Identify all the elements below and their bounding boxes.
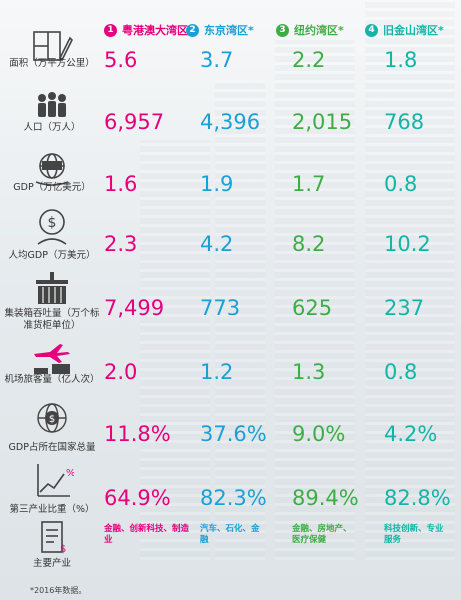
row-per-capita-gdp: $ 人均GDP（万美元） 2.3 4.2 8.2 10.2 <box>0 206 461 268</box>
row-label: 人口（万人） <box>23 122 81 133</box>
gdp-share-icon: $ <box>30 400 74 440</box>
region-1-number: 1 <box>104 23 117 37</box>
row-gdp-share: $ GDP占所在国家总量 11.8% 37.6% 9.0% 4.2% <box>0 398 461 458</box>
footnote: *2016年数据。 <box>30 586 87 595</box>
value-region-3: 1.7 <box>292 172 326 196</box>
industry-icon: $ <box>30 520 74 560</box>
row-label: 主要产业 <box>32 558 71 569</box>
value-region-4: 0.8 <box>384 360 418 384</box>
row-label: 人均GDP（万美元） <box>8 250 96 261</box>
value-region-2: 4,396 <box>200 110 261 134</box>
region-2-name: 东京湾区* <box>204 24 254 37</box>
value-region-1: 2.3 <box>104 232 138 256</box>
region-3-header: 3 纽约湾区* <box>276 22 344 38</box>
value-region-3: 89.4% <box>292 486 359 510</box>
svg-text:$: $ <box>49 414 55 425</box>
region-header: 1 粤港澳大湾区 2 东京湾区* 3 纽约湾区* 4 旧金山湾区* <box>0 22 461 40</box>
industry-region-4: 科技创新、专业服务 <box>384 524 444 545</box>
region-4-header: 4 旧金山湾区* <box>365 22 444 38</box>
row-label: GDP占所在国家总量 <box>8 442 96 453</box>
svg-text:%: % <box>66 468 74 479</box>
value-region-4: 82.8% <box>384 486 451 510</box>
row-label: 机场旅客量（亿人次） <box>4 374 100 385</box>
region-3-name: 纽约湾区* <box>294 24 344 37</box>
industry-region-3: 金融、房地产、医疗保健 <box>292 524 352 545</box>
value-region-3: 2.2 <box>292 48 326 72</box>
value-region-2: 1.2 <box>200 360 234 384</box>
region-1-name: 粤港澳大湾区 <box>122 24 188 37</box>
svg-text:$: $ <box>60 544 66 555</box>
industry-region-2: 汽车、石化、金融 <box>200 524 260 545</box>
value-region-2: 1.9 <box>200 172 234 196</box>
region-4-number: 4 <box>365 23 378 37</box>
gdp-icon <box>30 150 74 190</box>
value-region-4: 10.2 <box>384 232 431 256</box>
per-capita-gdp-icon: $ <box>30 208 74 248</box>
row-label: 第三产业比重（%） <box>9 504 95 515</box>
tertiary-icon: % <box>30 462 76 502</box>
population-icon <box>30 90 74 130</box>
row-label: 面积（万平方公里） <box>9 58 95 69</box>
svg-text:$: $ <box>48 215 57 231</box>
value-region-3: 1.3 <box>292 360 326 384</box>
region-4-name: 旧金山湾区* <box>383 24 444 37</box>
region-2-number: 2 <box>186 23 199 37</box>
value-region-3: 8.2 <box>292 232 326 256</box>
value-region-3: 2,015 <box>292 110 353 134</box>
area-icon <box>30 28 74 68</box>
region-2-header: 2 东京湾区* <box>186 22 254 38</box>
value-region-4: 1.8 <box>384 48 418 72</box>
value-region-4: 0.8 <box>384 172 418 196</box>
industry-region-1: 金融、创新科技、制造业 <box>104 524 190 545</box>
value-region-1: 1.6 <box>104 172 138 196</box>
value-region-2: 773 <box>200 296 241 320</box>
value-region-1: 5.6 <box>104 48 138 72</box>
value-region-2: 37.6% <box>200 422 267 446</box>
value-region-2: 4.2 <box>200 232 234 256</box>
value-region-3: 625 <box>292 296 333 320</box>
value-region-4: 237 <box>384 296 425 320</box>
value-region-1: 6,957 <box>104 110 165 134</box>
row-area: 面积（万平方公里） 5.6 3.7 2.2 1.8 <box>0 28 461 88</box>
value-region-3: 9.0% <box>292 422 346 446</box>
row-main-industries: $ 主要产业 金融、创新科技、制造业 汽车、石化、金融 金融、房地产、医疗保健 … <box>0 518 461 578</box>
value-region-2: 82.3% <box>200 486 267 510</box>
row-label: 集装箱吞吐量（万个标准货柜单位） <box>4 308 100 331</box>
container-icon <box>30 272 74 312</box>
airport-icon <box>30 340 74 380</box>
value-region-4: 4.2% <box>384 422 438 446</box>
value-region-1: 7,499 <box>104 296 165 320</box>
value-region-1: 64.9% <box>104 486 171 510</box>
value-region-2: 3.7 <box>200 48 234 72</box>
row-tertiary-industry: % 第三产业比重（%） 64.9% 82.3% 89.4% 82.8% <box>0 462 461 520</box>
row-container-throughput: 集装箱吞吐量（万个标准货柜单位） 7,499 773 625 237 <box>0 270 461 342</box>
row-gdp: GDP（万亿美元） 1.6 1.9 1.7 0.8 <box>0 150 461 206</box>
region-1-header: 1 粤港澳大湾区 <box>104 22 188 38</box>
value-region-1: 2.0 <box>104 360 138 384</box>
row-airport-passengers: 机场旅客量（亿人次） 2.0 1.2 1.3 0.8 <box>0 340 461 396</box>
value-region-1: 11.8% <box>104 422 171 446</box>
row-label: GDP（万亿美元） <box>13 182 91 193</box>
region-3-number: 3 <box>276 23 289 37</box>
row-population: 人口（万人） 6,957 4,396 2,015 768 <box>0 90 461 150</box>
value-region-4: 768 <box>384 110 425 134</box>
